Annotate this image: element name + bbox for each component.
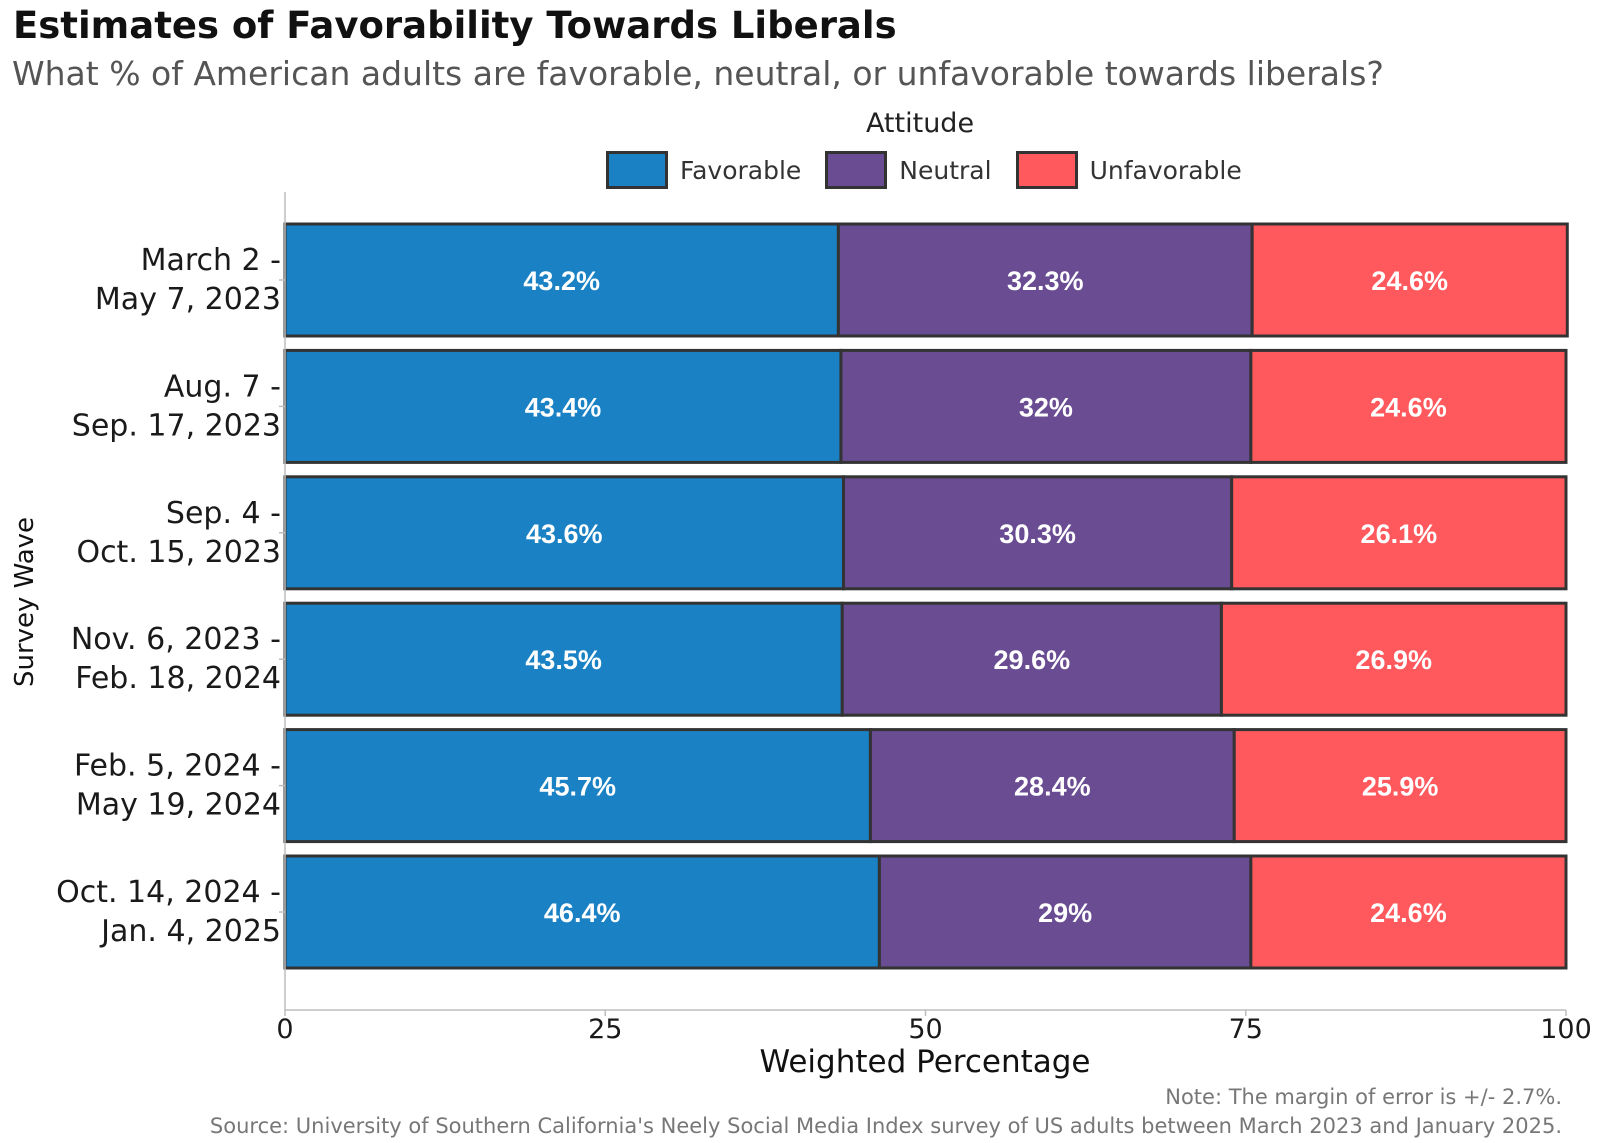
legend-title: Attitude (865, 108, 975, 139)
legend-item-favorable: Favorable (606, 151, 801, 189)
legend-item-neutral: Neutral (825, 151, 992, 189)
data-label-favorable-2: 43.6% (526, 519, 603, 549)
y-tick-label-0-1: May 7, 2023 (95, 282, 281, 317)
data-label-unfavorable-2: 26.1% (1361, 519, 1438, 549)
data-label-unfavorable-0: 24.6% (1371, 266, 1448, 296)
y-tick-label-5-0: Oct. 14, 2024 - (56, 875, 281, 910)
data-label-neutral-0: 32.3% (1007, 266, 1084, 296)
legend-label-favorable: Favorable (680, 155, 802, 185)
y-tick-label-2-0: Sep. 4 - (166, 496, 281, 531)
data-label-neutral-2: 30.3% (999, 519, 1076, 549)
chart-title: Estimates of Favorability Towards Libera… (13, 4, 897, 47)
bar-unfavorable-4 (1232, 728, 1568, 844)
data-label-favorable-1: 43.4% (525, 392, 602, 422)
y-tick-label-4-0: Feb. 5, 2024 - (74, 749, 281, 784)
data-label-neutral-3: 29.6% (994, 645, 1071, 675)
x-tick-label-0: 0 (276, 1014, 293, 1045)
legend: Favorable Neutral Unfavorable (606, 148, 1266, 192)
data-label-neutral-1: 32% (1019, 392, 1073, 422)
bar-favorable-3 (283, 601, 844, 717)
bar-unfavorable-3 (1219, 601, 1568, 717)
y-tick-label-1-1: Sep. 17, 2023 (72, 408, 281, 443)
data-label-favorable-3: 43.5% (525, 645, 602, 675)
data-label-unfavorable-4: 25.9% (1362, 772, 1439, 802)
legend-swatch-neutral (825, 151, 888, 189)
bar-neutral-1 (839, 348, 1253, 464)
x-tick-label-4: 100 (1540, 1014, 1592, 1045)
x-tick-label-1: 25 (588, 1014, 622, 1045)
y-tick-label-0-0: March 2 - (141, 243, 281, 278)
y-tick-label-1-0: Aug. 7 - (164, 369, 281, 404)
bar-neutral-5 (877, 854, 1253, 970)
chart-subtitle: What % of American adults are favorable,… (12, 54, 1384, 93)
bar-neutral-4 (868, 728, 1236, 844)
bar-neutral-3 (840, 601, 1223, 717)
bars-layer (283, 222, 1569, 970)
data-label-neutral-5: 29% (1038, 898, 1092, 928)
data-label-favorable-0: 43.2% (523, 266, 600, 296)
legend-swatch-favorable (606, 151, 668, 189)
bar-favorable-0 (283, 222, 840, 338)
bar-favorable-5 (283, 854, 881, 970)
bar-unfavorable-2 (1230, 475, 1568, 591)
y-tick-label-4-1: May 19, 2024 (76, 788, 281, 823)
x-tick-label-3: 75 (1229, 1014, 1263, 1045)
data-label-favorable-4: 45.7% (539, 772, 616, 802)
data-label-unfavorable-3: 26.9% (1355, 645, 1432, 675)
bar-unfavorable-5 (1249, 854, 1568, 970)
labels-layer: 43.2% 32.3% 24.6% March 2 - May 7, 2023 43.4%… (56, 243, 1592, 1045)
legend-label-neutral: Neutral (899, 155, 992, 185)
y-tick-label-2-1: Oct. 15, 2023 (76, 535, 281, 570)
footnote-source: Source: University of Southern Californi… (209, 1114, 1562, 1138)
legend-swatch-unfavorable (1015, 151, 1078, 189)
data-label-unfavorable-1: 24.6% (1370, 392, 1447, 422)
bar-unfavorable-1 (1249, 348, 1568, 464)
y-tick-label-5-1: Jan. 4, 2025 (99, 914, 281, 949)
legend-item-unfavorable: Unfavorable (1015, 151, 1242, 189)
data-label-neutral-4: 28.4% (1014, 772, 1091, 802)
x-axis-label: Weighted Percentage (760, 1044, 1091, 1080)
data-label-unfavorable-5: 24.6% (1370, 898, 1447, 928)
y-tick-label-3-1: Feb. 18, 2024 (75, 661, 281, 696)
legend-label-unfavorable: Unfavorable (1089, 155, 1242, 185)
data-label-favorable-5: 46.4% (544, 898, 621, 928)
y-axis-label: Survey Wave (10, 517, 40, 687)
bar-unfavorable-0 (1250, 222, 1569, 338)
x-tick-label-2: 50 (908, 1014, 942, 1045)
footnote-note: Note: The margin of error is +/- 2.7%. (1165, 1085, 1562, 1109)
bar-favorable-4 (283, 728, 872, 844)
y-tick-label-3-0: Nov. 6, 2023 - (71, 622, 281, 657)
